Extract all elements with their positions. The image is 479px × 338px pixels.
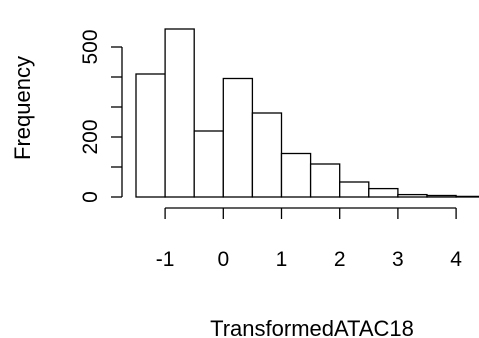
histogram-bar <box>135 73 166 198</box>
x-tick-label: 4 <box>450 248 462 271</box>
histogram-bar <box>426 194 457 198</box>
x-tick-label: 0 <box>217 248 229 271</box>
y-axis: 0 200 500 <box>79 29 123 203</box>
histogram-bar <box>280 152 312 198</box>
histogram-bar <box>164 28 195 198</box>
y-tick-label: 200 <box>79 119 102 154</box>
x-axis-label: TransformedATAC18 <box>210 316 414 338</box>
histogram-bar <box>309 163 341 198</box>
histogram-bars <box>135 28 479 198</box>
x-tick-label: -1 <box>156 248 175 271</box>
histogram-bar <box>397 193 428 198</box>
histogram-bar <box>339 181 370 198</box>
x-tick-label: 2 <box>334 248 346 271</box>
histogram-bar <box>455 195 479 198</box>
y-axis-label: Frequency <box>10 56 35 160</box>
histogram-bar <box>251 112 283 198</box>
histogram-bar <box>193 130 224 198</box>
histogram-bar <box>222 77 254 198</box>
x-tick-label: 3 <box>392 248 404 271</box>
y-tick-label: 0 <box>79 191 102 203</box>
x-axis: -1 0 1 2 3 4 <box>156 207 462 271</box>
y-tick-label: 500 <box>79 29 102 64</box>
x-tick-label: 1 <box>276 248 288 271</box>
histogram-bar <box>368 187 399 198</box>
